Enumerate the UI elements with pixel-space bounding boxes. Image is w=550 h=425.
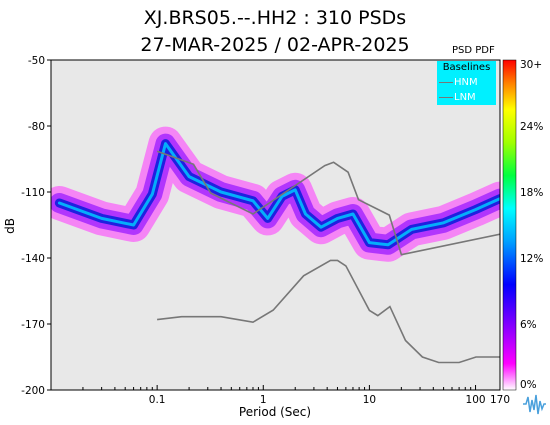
colorbar-tick-label: 30+ (520, 59, 542, 71)
y-axis-ticks: -200 -170 -140 -110 -80 -50 (21, 55, 51, 397)
y-tick-label: -50 (28, 55, 45, 67)
legend-item-hnm: HNM (439, 77, 478, 88)
chart-title: XJ.BRS05.--.HH2 : 310 PSDs (143, 7, 407, 29)
x-tick-label: 170 (490, 394, 510, 406)
x-axis-ticks: 0.1 1 10 100 170 (50, 385, 510, 406)
plot-frame (50, 59, 501, 391)
chart-date-range: 27-MAR-2025 / 02-APR-2025 (140, 34, 410, 56)
density-hot (57, 142, 500, 247)
legend-label-hnm: HNM (454, 77, 478, 88)
colorbar-tick-label: 0% (520, 379, 537, 391)
colorbar-tick-label: 18% (520, 187, 543, 199)
colorbar-tick-label: 12% (520, 253, 543, 265)
x-tick-label: 10 (363, 394, 376, 406)
y-tick-label: -110 (21, 187, 45, 199)
colorbar-ticks: 30+ 24% 18% 12% 6% 0% (520, 59, 543, 391)
colorbar-tick-label: 24% (520, 121, 543, 133)
x-tick-label: 100 (466, 394, 486, 406)
y-tick-label: -170 (21, 319, 45, 331)
y-tick-label: -140 (21, 253, 45, 265)
x-axis-label: Period (Sec) (239, 405, 311, 419)
y-tick-label: -200 (21, 385, 45, 397)
legend-line-lnm (439, 96, 453, 98)
series-line-lnm (157, 259, 500, 364)
colorbar-tick-label: 6% (520, 319, 537, 331)
density-peak-line (57, 142, 500, 247)
series-line-hnm (156, 150, 500, 256)
colorbar (502, 59, 517, 391)
legend-label-lnm: LNM (454, 92, 476, 103)
y-axis-label: dB (3, 218, 17, 234)
baselines-legend: Baselines HNM LNM (437, 61, 496, 105)
x-tick-label: 1 (260, 394, 267, 406)
y-tick-label: -80 (28, 121, 45, 133)
psd-density (51, 126, 500, 364)
colorbar-title: PSD PDF (452, 45, 495, 56)
logo-icon (523, 394, 546, 415)
x-tick-label: 0.1 (149, 394, 166, 406)
noise-model-lines (156, 150, 500, 364)
legend-line-hnm (439, 81, 453, 83)
legend-title: Baselines (442, 62, 491, 73)
legend-item-lnm: LNM (439, 92, 476, 103)
